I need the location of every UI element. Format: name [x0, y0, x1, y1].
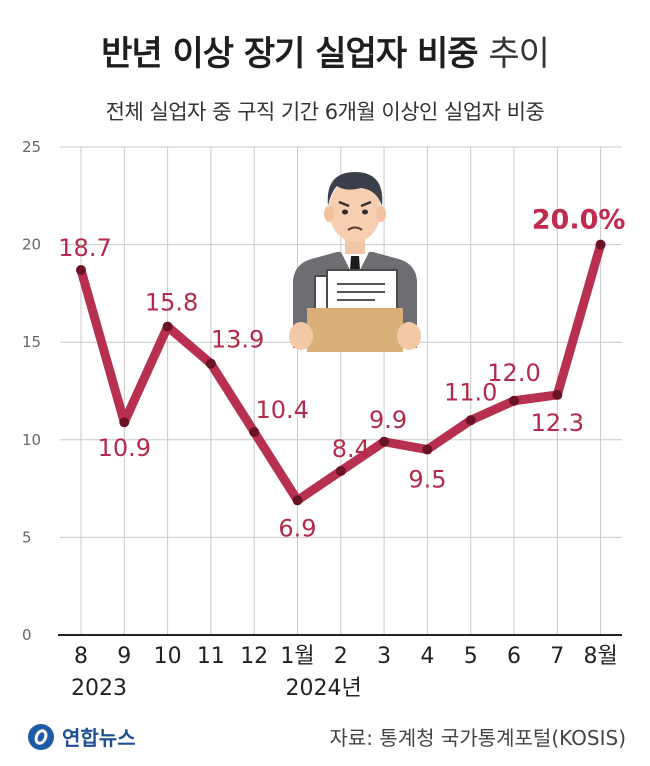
- data-label: 20.0%: [532, 205, 626, 236]
- x-tick-label: 9: [117, 644, 131, 669]
- data-point: [552, 389, 563, 400]
- yonhap-logo: 연합뉴스: [28, 722, 136, 751]
- data-point: [465, 415, 476, 426]
- data-label: 18.7: [58, 234, 111, 262]
- y-tick-label: 25: [22, 138, 41, 156]
- data-point: [76, 264, 86, 275]
- y-tick-label: 15: [22, 333, 41, 351]
- chart-title: 반년 이상 장기 실업자 비중 추이: [0, 26, 650, 75]
- data-label: 10.4: [255, 396, 308, 424]
- series-points-layer: [76, 239, 606, 506]
- hand: [397, 322, 421, 350]
- data-label: 12.3: [531, 409, 584, 437]
- hair: [327, 172, 383, 206]
- data-label: 6.9: [278, 514, 316, 542]
- data-point: [335, 466, 346, 477]
- data-point: [292, 495, 303, 506]
- x-tick-label: 11: [197, 644, 225, 669]
- x-tick-label: 10: [154, 644, 182, 669]
- data-point: [595, 239, 606, 250]
- axis-layer: 0 5 10 15 20 25 8 9 10 11 12 1월 2 3 4 5 6 7 8월 2023 2024년: [22, 138, 622, 701]
- head: [329, 178, 381, 242]
- data-point: [249, 426, 260, 437]
- grid-layer: [60, 146, 622, 635]
- x-tick-label: 1월: [280, 644, 314, 669]
- data-point: [422, 444, 433, 455]
- data-label: 8.4: [332, 435, 370, 463]
- data-point: [162, 321, 173, 332]
- x-tick-label: 8월: [583, 644, 617, 669]
- logo-text: 연합뉴스: [62, 726, 136, 750]
- worker-illustration: [289, 172, 421, 352]
- y-tick-label: 5: [22, 528, 32, 546]
- data-labels-layer: 18.7 10.9 15.8 13.9 10.4 6.9 8.49.9 9.5 11.012.0…: [58, 205, 625, 543]
- data-label: 9.9: [369, 406, 407, 434]
- year-label-2024: 2024년: [286, 676, 362, 701]
- data-point: [379, 436, 390, 447]
- data-label: 9.5: [408, 466, 446, 494]
- x-tick-label: 4: [420, 644, 434, 669]
- x-tick-label: 3: [377, 644, 391, 669]
- year-label-2023: 2023: [71, 676, 127, 701]
- y-tick-label: 0: [22, 626, 32, 644]
- data-point: [205, 358, 216, 369]
- x-tick-label: 8: [74, 644, 88, 669]
- data-label: 12.0: [487, 359, 540, 387]
- source-note: 자료: 통계청 국가통계포털(KOSIS): [329, 726, 626, 750]
- x-tick-label: 7: [550, 644, 564, 669]
- neck: [345, 238, 365, 254]
- chart-title-light: 추이: [488, 34, 550, 74]
- data-label: 13.9: [211, 326, 264, 354]
- x-tick-label: 5: [464, 644, 478, 669]
- data-point: [119, 417, 130, 428]
- data-label: 15.8: [145, 289, 198, 317]
- chart-title-bold: 반년 이상 장기 실업자 비중: [101, 34, 478, 74]
- data-label: 11.0: [444, 378, 497, 406]
- hand: [289, 322, 313, 350]
- data-label: 10.9: [98, 434, 151, 462]
- box: [307, 308, 403, 352]
- yonhap-logo-icon: [28, 723, 54, 750]
- x-tick-label: 2: [334, 644, 348, 669]
- x-tick-label: 12: [240, 644, 268, 669]
- chart-subtitle: 전체 실업자 중 구직 기간 6개월 이상인 실업자 비중: [105, 100, 545, 124]
- x-tick-label: 6: [507, 644, 521, 669]
- y-tick-label: 20: [22, 236, 41, 254]
- data-point: [509, 395, 519, 406]
- y-tick-label: 10: [22, 431, 41, 449]
